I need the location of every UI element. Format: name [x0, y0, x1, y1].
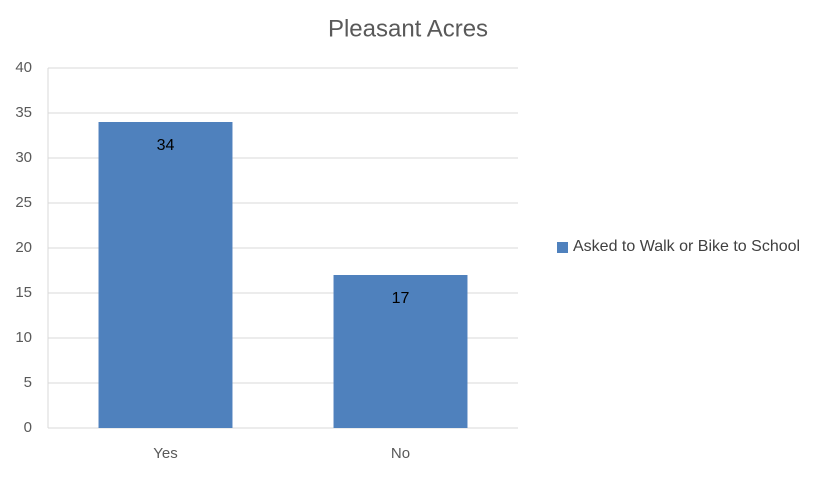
legend-swatch: [557, 242, 568, 253]
y-tick-label: 25: [15, 194, 32, 211]
data-label: 17: [392, 290, 410, 307]
y-tick-label: 10: [15, 329, 32, 346]
bar: [333, 275, 468, 428]
x-tick-label: Yes: [153, 445, 177, 462]
y-tick-label: 40: [15, 59, 32, 76]
bar: [98, 122, 233, 428]
y-tick-label: 20: [15, 239, 32, 256]
y-tick-label: 15: [15, 284, 32, 301]
x-tick-label: No: [391, 445, 410, 462]
legend: Asked to Walk or Bike to School: [557, 236, 807, 258]
legend-label: Asked to Walk or Bike to School: [573, 238, 801, 255]
y-tick-label: 30: [15, 149, 32, 166]
data-label: 34: [157, 137, 175, 154]
y-tick-label: 5: [24, 374, 32, 391]
y-tick-label: 0: [24, 419, 32, 436]
chart-title: Pleasant Acres: [328, 15, 488, 42]
y-tick-label: 35: [15, 104, 32, 121]
